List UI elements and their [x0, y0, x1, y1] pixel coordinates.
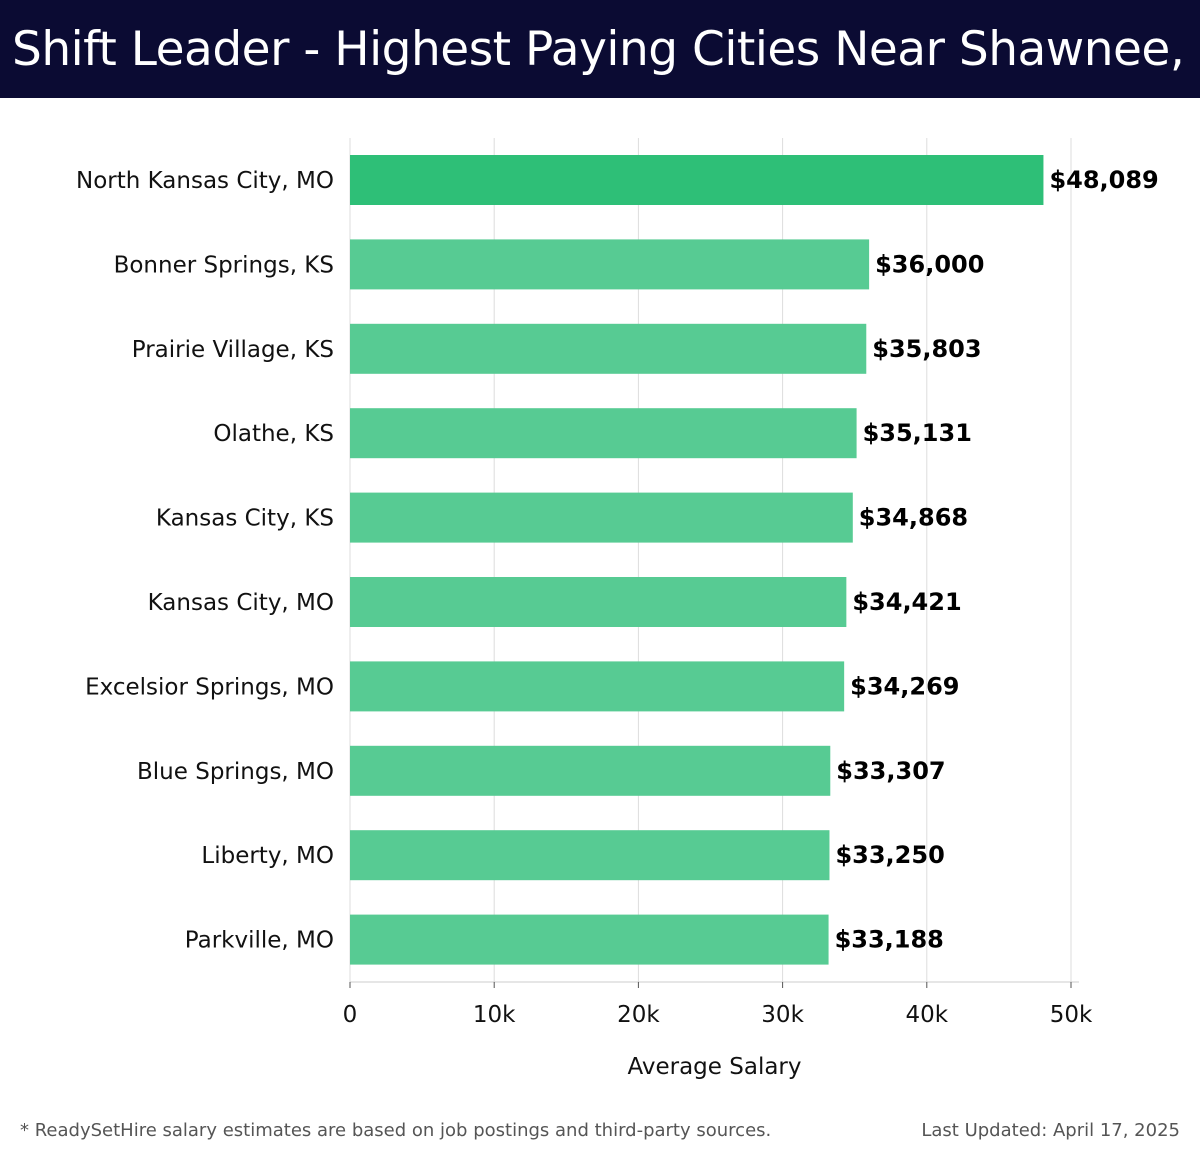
value-label: $34,868 [859, 504, 968, 532]
bar [350, 661, 845, 712]
bar [350, 577, 847, 627]
bar [350, 155, 1044, 205]
bar [350, 239, 870, 290]
value-label: $33,307 [836, 757, 945, 785]
x-axis-title: Average Salary [627, 1054, 801, 1080]
value-label: $33,250 [835, 841, 944, 869]
category-label: Kansas City, MO [148, 590, 334, 616]
page-title: Shift Leader - Highest Paying Cities Nea… [12, 22, 1200, 77]
value-label: $34,421 [852, 588, 961, 616]
header-bar: Shift Leader - Highest Paying Cities Nea… [0, 0, 1200, 98]
last-updated-label: Last Updated: April 17, 2025 [921, 1120, 1180, 1141]
category-label: Excelsior Springs, MO [85, 674, 334, 700]
footer-disclaimer: * ReadySetHire salary estimates are base… [20, 1120, 772, 1141]
category-label: Olathe, KS [213, 421, 334, 447]
x-tick-label: 30k [761, 1002, 804, 1028]
x-tick-label: 0 [343, 1002, 358, 1028]
bar [350, 830, 830, 881]
value-label: $35,803 [872, 335, 981, 363]
x-tick-label: 20k [617, 1002, 660, 1028]
bar [350, 408, 857, 459]
category-label: North Kansas City, MO [76, 168, 334, 194]
category-label: Blue Springs, MO [137, 759, 334, 785]
x-tick-label: 10k [473, 1002, 516, 1028]
bar [350, 914, 829, 965]
category-label: Kansas City, KS [156, 506, 334, 532]
bar [350, 745, 831, 796]
category-label: Parkville, MO [185, 928, 334, 954]
value-label: $33,188 [835, 926, 944, 954]
x-tick-label: 50k [1050, 1002, 1093, 1028]
x-tick-label: 40k [906, 1002, 949, 1028]
bar-chart: North Kansas City, MO $48,089 Bonner Sprin… [76, 138, 1159, 1080]
category-label: Prairie Village, KS [132, 337, 334, 363]
value-label: $34,269 [850, 672, 959, 700]
value-label: $36,000 [875, 250, 984, 278]
value-label: $48,089 [1049, 166, 1158, 194]
value-label: $35,131 [863, 419, 972, 447]
bar [350, 323, 867, 374]
category-label: Bonner Springs, KS [114, 252, 334, 278]
bar [350, 492, 853, 543]
category-label: Liberty, MO [201, 843, 334, 869]
